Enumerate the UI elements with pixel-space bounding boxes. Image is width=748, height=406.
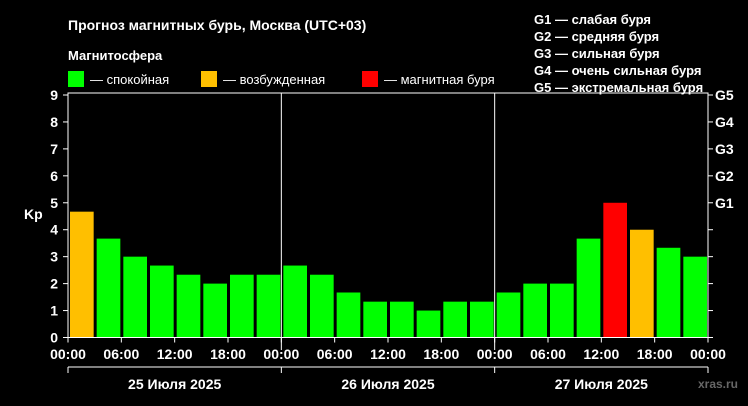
y-tick-label: 3 <box>50 249 58 265</box>
plot-area: 0 1 2 3 4 5 6 7 8 9 G1 G2 G3 G4 G5 00:00 06:00 12:00 18:00… <box>50 87 734 392</box>
y-tick-label: 5 <box>50 195 58 211</box>
y-tick-label: 0 <box>50 330 58 346</box>
legend-label: — магнитная буря <box>384 72 495 87</box>
x-tick-label: 18:00 <box>637 346 673 362</box>
kp-bar <box>336 292 361 338</box>
kp-bar <box>363 301 387 338</box>
storm-scale-item: G5 — экстремальная буря <box>534 80 703 95</box>
storm-scale-item: G1 — слабая буря <box>534 12 651 27</box>
legend: — спокойная — возбужденная — магнитная бур… <box>68 71 495 87</box>
y-tick-label: 4 <box>50 222 58 238</box>
storm-level-label: G2 <box>715 168 734 184</box>
day-label: 26 Июля 2025 <box>341 376 434 392</box>
kp-bar <box>70 211 94 338</box>
x-tick-label: 06:00 <box>317 346 353 362</box>
legend-swatch <box>68 71 84 87</box>
storm-scale-legend: G1 — слабая буря G2 — средняя буря G3 — си… <box>534 12 703 95</box>
x-tick-label: 12:00 <box>157 346 193 362</box>
kp-bar <box>523 283 547 338</box>
kp-bar <box>603 202 627 338</box>
kp-bar <box>230 274 254 338</box>
x-tick-label: 00:00 <box>50 346 86 362</box>
storm-scale-item: G4 — очень сильная буря <box>534 63 701 78</box>
x-tick-label: 18:00 <box>423 346 459 362</box>
storm-level-label: G1 <box>715 195 734 211</box>
x-tick-label: 12:00 <box>370 346 406 362</box>
kp-bar <box>283 265 307 338</box>
kp-bar <box>203 283 227 338</box>
y-tick-label: 1 <box>50 303 58 319</box>
y-tick-label: 9 <box>50 87 58 103</box>
kp-bar <box>176 274 201 338</box>
day-label: 25 Июля 2025 <box>128 376 221 392</box>
storm-level-label: G4 <box>715 114 734 130</box>
x-tick-label: 00:00 <box>477 346 513 362</box>
kp-bar <box>630 229 654 338</box>
legend-swatch <box>362 71 378 87</box>
legend-swatch <box>201 71 217 87</box>
kp-bar <box>683 256 707 338</box>
legend-label: — спокойная <box>90 72 169 87</box>
x-tick-label: 06:00 <box>103 346 139 362</box>
kp-bar <box>310 274 334 338</box>
x-tick-label: 18:00 <box>210 346 246 362</box>
y-axis-label: Kp <box>24 206 43 222</box>
storm-level-label: G5 <box>715 87 734 103</box>
watermark: xras.ru <box>698 377 738 391</box>
x-tick-label: 06:00 <box>530 346 566 362</box>
x-tick-label: 12:00 <box>583 346 619 362</box>
kp-bar <box>256 274 281 338</box>
x-tick-label: 00:00 <box>690 346 726 362</box>
kp-bar <box>96 238 121 338</box>
kp-bar <box>390 301 414 338</box>
legend-title: Магнитосфера <box>68 48 163 63</box>
day-label: 27 Июля 2025 <box>555 376 648 392</box>
storm-level-label: G3 <box>715 141 734 157</box>
storm-scale-item: G3 — сильная буря <box>534 46 660 61</box>
kp-bar <box>123 256 147 338</box>
chart-title: Прогноз магнитных бурь, Москва (UTC+03) <box>68 17 366 33</box>
kp-bar <box>150 265 174 338</box>
y-tick-label: 7 <box>50 141 58 157</box>
kp-bar <box>550 283 574 338</box>
kp-bar <box>576 238 601 338</box>
y-tick-label: 6 <box>50 168 58 184</box>
kp-bar <box>416 310 441 338</box>
kp-bar <box>496 292 521 338</box>
kp-bar <box>470 301 494 338</box>
kp-bar <box>656 247 681 338</box>
legend-label: — возбужденная <box>223 72 325 87</box>
y-tick-label: 8 <box>50 114 58 130</box>
storm-scale-item: G2 — средняя буря <box>534 29 659 44</box>
y-tick-label: 2 <box>50 276 58 292</box>
kp-bar <box>443 301 467 338</box>
x-tick-label: 00:00 <box>263 346 299 362</box>
